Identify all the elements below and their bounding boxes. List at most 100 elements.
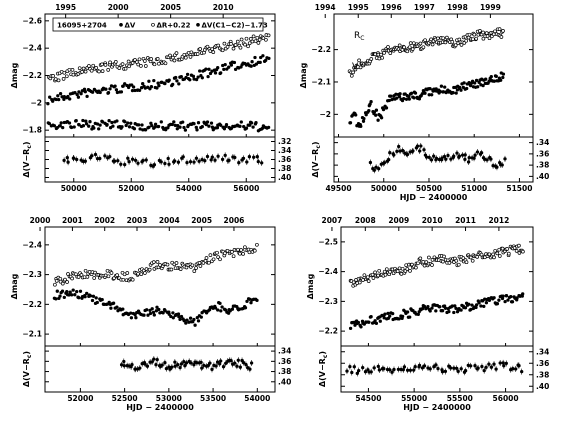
panel-top-right-series-1-point (402, 96, 406, 101)
panel-bottom-left-series-2-point (221, 365, 226, 369)
panel-top-left-series-2-point (140, 123, 144, 127)
panel-top-right-series-2-point (473, 153, 477, 157)
panel-top-left-series-2-point (224, 123, 229, 127)
panel-top-left-series-3-point (126, 156, 130, 160)
panel-bottom-right-series-2-point (463, 369, 468, 373)
panel-bottom-left-lower-y-tick-label: .34 (278, 347, 291, 356)
panel-bottom-right-series-0-point (384, 267, 389, 272)
panel-bottom-right-series-1-point (474, 305, 478, 310)
panel-top-left-series-2-point (72, 125, 76, 129)
panel-top-left-series-0-point (57, 97, 61, 102)
panel-bottom-left-series-1-point (230, 307, 235, 311)
panel-bottom-left-top-tick-label: 2002 (94, 216, 115, 225)
panel-bottom-left-series-1-point (255, 298, 259, 303)
panel-bottom-left-series-1-point (155, 305, 159, 309)
panel-top-left-series-1-point (77, 66, 82, 71)
panel-bottom-left-upper-y-tick-label: −2.2 (22, 300, 42, 309)
panel-top-right-series-2-point (429, 158, 434, 162)
panel-top-left-series-2-point (58, 124, 62, 128)
panel-bottom-left-top-tick-label: 2004 (159, 216, 180, 225)
panel-top-left-lower-y-tick-label: .40 (278, 173, 291, 182)
panel-top-left-series-0-point (131, 85, 136, 89)
panel-top-left-series-3-point (210, 155, 214, 159)
panel-top-left-series-0-point (68, 97, 72, 101)
panel-bottom-right-series-2-point (459, 367, 463, 371)
panel-top-left-series-2-point (52, 124, 57, 128)
panel-top-left-series-3-point (65, 155, 69, 160)
panel-top-left-series-3-point (127, 160, 131, 164)
panel-top-left-series-1-point (174, 51, 179, 55)
panel-bottom-right-upper-y-label: Δmag (306, 273, 315, 299)
panel-top-left-top-tick-label: 2000 (108, 3, 129, 12)
panel-bottom-right-series-0-point (430, 263, 434, 267)
panel-top-left-series-3-point (152, 163, 157, 167)
panel-top-left-series-0-point (229, 63, 234, 67)
panel-bottom-right-series-1-point (400, 314, 405, 319)
panel-bottom-left-x-tick-label: 52000 (67, 394, 93, 403)
panel-top-right-series-1-point (499, 78, 503, 82)
panel-top-left-series-1-point (80, 70, 84, 74)
panel-top-left-series-0-point (83, 90, 87, 94)
panel-top-left-series-3-point (136, 161, 140, 165)
panel-bottom-left-lower-y-label-main: Δ(V−R (22, 358, 31, 387)
panel-bottom-left-series-0-point (239, 248, 243, 252)
panel-bottom-right-series-1-point (484, 301, 489, 305)
panel-top-left-series-2-point (156, 124, 161, 129)
panel-top-left-series-2-point (92, 126, 96, 130)
panel-top-left-series-0-point (77, 90, 81, 94)
panel-top-left-series-0-point (171, 82, 175, 87)
panel-top-right-annotation: V (352, 62, 359, 72)
panel-bottom-right-series-1-point (386, 311, 390, 316)
panel-bottom-left-series-0-point (155, 260, 160, 264)
panel-top-right-upper-y-tick-label: −2.2 (311, 45, 331, 54)
panel-top-left-series-1-point (256, 41, 261, 45)
panel-bottom-left-series-2-point (235, 364, 239, 368)
panel-top-right-series-1-point (369, 100, 373, 104)
panel-bottom-right-series-0-point (491, 252, 495, 257)
panel-bottom-right-series-2-point (357, 368, 361, 373)
panel-bottom-left-series-1-point (199, 315, 203, 319)
panel-top-right-series-1-point (359, 124, 363, 129)
panel-top-left-series-0-point (126, 85, 131, 90)
panel-top-left-x-tick-label: 50000 (61, 184, 87, 193)
panel-top-left-series-0-point (79, 92, 83, 96)
panel-top-right-series-2-point (475, 150, 480, 154)
panel-top-left-series-3-point (205, 154, 210, 159)
panel-bottom-right-series-0-point (416, 261, 420, 266)
panel-bottom-right-series-0-point (414, 265, 418, 270)
panel-top-left-upper-y-tick-label: −2 (30, 98, 42, 107)
panel-bottom-right-series-0-point (397, 266, 402, 271)
panel-bottom-left-series-1-point (154, 309, 159, 313)
panel-top-right-series-1-point (404, 97, 409, 101)
panel-bottom-left-series-0-point (218, 257, 222, 262)
panel-top-right-x-axis-label: HJD − 2400000 (400, 193, 468, 202)
panel-bottom-left-series-0-point (169, 267, 174, 272)
panel-top-left-series-2-point (178, 125, 182, 129)
panel-top-right-series-1-point (476, 85, 480, 89)
panel-top-left-series-0-point (147, 79, 151, 83)
panel-bottom-right-series-2-point (447, 364, 451, 368)
panel-top-left-series-1-point (264, 37, 268, 42)
panel-bottom-right-series-1-point (477, 301, 481, 305)
panel-bottom-left-series-0-point (60, 281, 65, 286)
panel-bottom-left-series-2-point (184, 361, 189, 365)
panel-bottom-right-lower-y-label: Δ(V−Rc) (318, 351, 329, 387)
panel-top-left-series-2-point (138, 127, 142, 131)
panel-top-left-series-1-point (100, 62, 104, 67)
panel-top-right-series-0-point (388, 51, 393, 55)
panel-top-left-series-1-point (61, 77, 66, 81)
panel-top-left-series-1-point (62, 70, 67, 75)
panel-top-left-series-3-point (216, 154, 220, 158)
panel-bottom-right-series-1-point (501, 294, 505, 298)
panel-bottom-left-series-2-point (143, 362, 147, 366)
panel-top-right-series-0-point (487, 36, 492, 41)
panel-bottom-left-series-2-point (229, 358, 233, 363)
panel-bottom-left-top-tick-label: 2000 (30, 216, 51, 225)
panel-top-left-series-3-point (113, 159, 117, 163)
panel-top-left-series-2-point (159, 120, 163, 124)
panel-top-left-series-1-point (94, 66, 99, 70)
panel-top-left-series-2-point (98, 123, 102, 127)
panel-bottom-left-upper-y-tick-label: −2.4 (22, 240, 42, 249)
panel-bottom-right-series-0-point (351, 280, 356, 285)
